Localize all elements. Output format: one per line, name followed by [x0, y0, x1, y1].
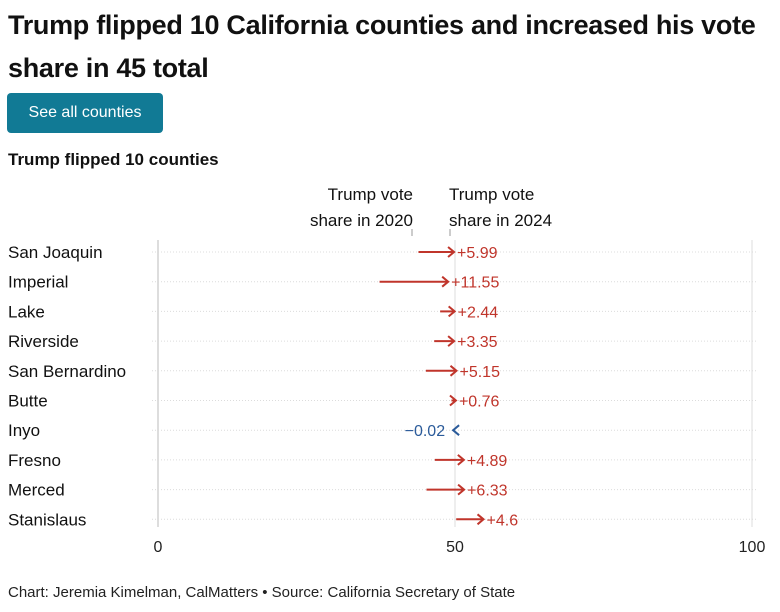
- arrowhead: [449, 394, 458, 407]
- arrowhead: [457, 454, 466, 466]
- change-value-label: +3.35: [457, 334, 498, 351]
- county-label: Butte: [8, 392, 48, 411]
- column-header-2020: share in 2020: [310, 211, 413, 230]
- arrowhead: [441, 275, 450, 288]
- change-value-label: +4.89: [467, 453, 508, 470]
- x-axis: 0 50 100: [154, 539, 766, 556]
- chart-row: Lake +2.44: [8, 302, 758, 321]
- see-all-counties-button[interactable]: See all counties: [7, 93, 163, 133]
- chart-row: Fresno +4.89: [8, 451, 758, 470]
- chart-row: Imperial +11.55: [8, 273, 758, 292]
- change-value-label: +5.15: [459, 364, 500, 381]
- change-value-label: +6.33: [467, 483, 508, 500]
- arrowhead: [448, 305, 457, 318]
- arrowhead: [447, 246, 456, 258]
- change-value-label: +4.6: [487, 512, 519, 529]
- column-headers: Trump vote share in 2020 Trump vote share i…: [310, 185, 552, 236]
- county-label: Fresno: [8, 451, 61, 470]
- change-value-label: +0.76: [459, 394, 500, 411]
- chart-rows: San Joaquin +5.99 Imperial +11.55 Lake +2.44 R…: [8, 243, 758, 529]
- chart-row: San Bernardino +5.15: [8, 362, 758, 381]
- county-label: Imperial: [8, 273, 68, 292]
- arrowhead: [449, 365, 459, 377]
- chart-subtitle: Trump flipped 10 counties: [8, 150, 219, 169]
- county-label: Merced: [8, 481, 65, 500]
- arrowhead: [476, 513, 486, 526]
- arrow-chart: Trump vote share in 2020 Trump vote share i…: [8, 185, 766, 556]
- arrowhead: [451, 424, 460, 436]
- county-label: Stanislaus: [8, 510, 86, 529]
- chart-row: Butte +0.76: [8, 392, 758, 411]
- change-value-label: +5.99: [457, 245, 498, 262]
- headline: Trump flipped 10 California counties and…: [8, 10, 756, 83]
- chart-row: Riverside +3.35: [8, 332, 758, 351]
- arrowhead: [457, 483, 466, 496]
- arrowhead: [447, 335, 456, 347]
- x-tick-label: 50: [446, 539, 464, 556]
- column-header-2020: Trump vote: [328, 185, 413, 204]
- column-header-2024: Trump vote: [449, 185, 534, 204]
- chart-row: Merced +6.33: [8, 481, 758, 500]
- gridlines: [157, 240, 753, 527]
- x-tick-label: 100: [739, 539, 766, 556]
- county-label: San Bernardino: [8, 362, 126, 381]
- chart-row: San Joaquin +5.99: [8, 243, 758, 262]
- x-tick-label: 0: [154, 539, 163, 556]
- chart-row: Stanislaus +4.6: [8, 510, 758, 529]
- chart-row: Inyo −0.02: [8, 421, 758, 440]
- column-header-2024: share in 2024: [449, 211, 552, 230]
- change-value-label: −0.02: [405, 423, 446, 440]
- source-credit: Chart: Jeremia Kimelman, CalMatters • So…: [8, 584, 516, 601]
- county-label: Inyo: [8, 421, 40, 440]
- change-value-label: +11.55: [451, 275, 499, 292]
- county-label: Lake: [8, 302, 45, 321]
- change-value-label: +2.44: [458, 304, 499, 321]
- county-label: Riverside: [8, 332, 79, 351]
- county-label: San Joaquin: [8, 243, 103, 262]
